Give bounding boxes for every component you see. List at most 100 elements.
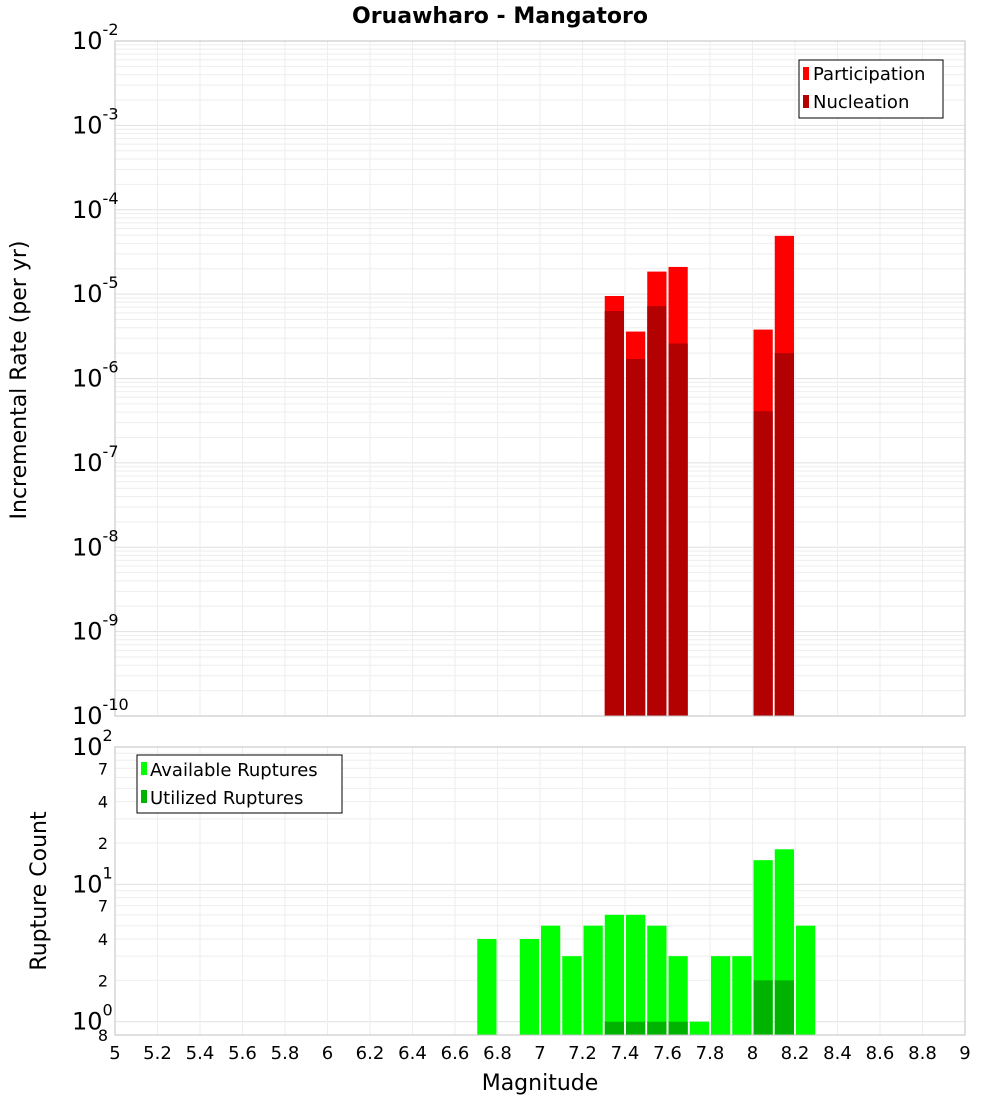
count-grid bbox=[114, 746, 966, 1035]
rate-bars bbox=[604, 235, 794, 716]
rate-y-axis-label: Incremental Rate (per yr) bbox=[7, 241, 32, 520]
rate-y-tick-base: 10 bbox=[72, 533, 103, 561]
available-ruptures-bar bbox=[711, 956, 731, 1035]
available-legend-label: Available Ruptures bbox=[150, 760, 318, 781]
utilized-legend-label: Utilized Ruptures bbox=[150, 788, 303, 809]
rate-y-tick-base: 10 bbox=[72, 27, 103, 55]
rate-plot-frame bbox=[114, 40, 966, 717]
count-y-tick-base: 10 bbox=[72, 733, 103, 761]
x-tick-label: 5.6 bbox=[228, 1043, 257, 1064]
rate-y-tick-exponent: -2 bbox=[103, 20, 119, 39]
rate-grid bbox=[114, 41, 966, 717]
x-tick-label: 7.4 bbox=[611, 1043, 640, 1064]
utilized-legend-swatch bbox=[141, 790, 147, 803]
available-ruptures-bar bbox=[519, 939, 539, 1035]
count-y-tick-minor-label: 4 bbox=[98, 930, 108, 949]
count-y-tick-exponent: 2 bbox=[103, 726, 113, 745]
available-ruptures-bar bbox=[604, 914, 624, 1035]
rate-y-ticks: 10-210-310-410-510-610-710-810-910-10 bbox=[72, 20, 129, 730]
rate-y-tick-base: 10 bbox=[72, 196, 103, 224]
rate-y-tick-label: 10-3 bbox=[72, 104, 119, 139]
participation-legend-label: Participation bbox=[813, 64, 925, 85]
count-y-tick-label: 100 bbox=[72, 1001, 113, 1036]
rate-panel: 10-210-310-410-510-610-710-810-910-10 In… bbox=[7, 20, 966, 730]
nucleation-legend-swatch bbox=[803, 95, 809, 108]
nucleation-bar bbox=[604, 311, 624, 716]
x-tick-label: 7.8 bbox=[696, 1043, 725, 1064]
available-ruptures-bar bbox=[541, 925, 561, 1035]
count-y-tick-label: 102 bbox=[72, 726, 113, 761]
count-y-axis-label: Rupture Count bbox=[27, 811, 52, 971]
rate-y-tick-exponent: -5 bbox=[103, 273, 119, 292]
rate-y-tick-label: 10-5 bbox=[72, 273, 119, 308]
rate-y-tick-base: 10 bbox=[72, 702, 103, 730]
rate-y-tick-label: 10-8 bbox=[72, 526, 119, 561]
rate-y-tick-exponent: -7 bbox=[103, 442, 119, 461]
rate-y-tick-base: 10 bbox=[72, 618, 103, 646]
rate-y-tick-exponent: -8 bbox=[103, 526, 119, 545]
available-ruptures-bar bbox=[668, 956, 688, 1035]
x-tick-label: 6.6 bbox=[441, 1043, 470, 1064]
utilized-ruptures-bar bbox=[604, 1021, 624, 1035]
count-y-tick-minor-label: 7 bbox=[98, 759, 108, 778]
count-y-tick-minor-label: 2 bbox=[98, 971, 108, 990]
rate-y-tick-exponent: -3 bbox=[103, 104, 119, 123]
count-bars bbox=[477, 849, 816, 1035]
x-tick-label: 5.4 bbox=[186, 1043, 215, 1064]
x-axis-label: Magnitude bbox=[482, 1071, 599, 1096]
count-y-tick-minor-label: 2 bbox=[98, 834, 108, 853]
count-y-tick-exponent: 1 bbox=[103, 863, 113, 882]
available-ruptures-bar bbox=[732, 956, 752, 1035]
available-ruptures-bar bbox=[689, 1021, 709, 1035]
chart-title: Oruawharo - Mangatoro bbox=[352, 4, 648, 29]
participation-legend-swatch bbox=[803, 67, 809, 80]
utilized-ruptures-bar bbox=[626, 1021, 646, 1035]
x-tick-label: 8 bbox=[747, 1043, 758, 1064]
rate-legend-box bbox=[798, 59, 944, 119]
utilized-ruptures-bar bbox=[774, 980, 794, 1035]
nucleation-bar bbox=[668, 343, 688, 716]
rate-y-tick-base: 10 bbox=[72, 280, 103, 308]
x-tick-label: 8.6 bbox=[866, 1043, 895, 1064]
rate-y-tick-label: 10-7 bbox=[72, 442, 119, 477]
x-tick-label: 6.4 bbox=[398, 1043, 427, 1064]
count-legend: Available Ruptures Utilized Ruptures bbox=[136, 754, 343, 814]
count-y-tick-minor-label: 4 bbox=[98, 793, 108, 812]
x-tick-label: 8.8 bbox=[908, 1043, 937, 1064]
x-tick-label: 5.8 bbox=[271, 1043, 300, 1064]
utilized-ruptures-bar bbox=[668, 1021, 688, 1035]
rate-y-tick-base: 10 bbox=[72, 449, 103, 477]
x-tick-label: 6.8 bbox=[483, 1043, 512, 1064]
rate-y-tick-exponent: -9 bbox=[103, 611, 119, 630]
count-y-tick-minor-label: 8 bbox=[98, 1026, 108, 1045]
x-tick-label: 7.6 bbox=[653, 1043, 682, 1064]
count-y-tick-label: 101 bbox=[72, 863, 113, 898]
x-tick-label: 7.2 bbox=[568, 1043, 597, 1064]
available-ruptures-bar bbox=[562, 956, 582, 1035]
x-tick-label: 7 bbox=[534, 1043, 545, 1064]
available-ruptures-bar bbox=[477, 939, 497, 1035]
nucleation-bar bbox=[647, 306, 667, 716]
available-ruptures-bar bbox=[647, 925, 667, 1035]
utilized-ruptures-bar bbox=[753, 980, 773, 1035]
rate-y-tick-base: 10 bbox=[72, 111, 103, 139]
rate-y-tick-label: 10-10 bbox=[72, 695, 129, 730]
count-legend-box bbox=[136, 754, 343, 814]
x-tick-label: 5 bbox=[109, 1043, 120, 1064]
rate-y-tick-label: 10-4 bbox=[72, 189, 119, 224]
rate-legend: Participation Nucleation bbox=[798, 59, 944, 119]
count-y-tick-exponent: 0 bbox=[103, 1001, 113, 1020]
available-ruptures-bar bbox=[626, 914, 646, 1035]
nucleation-bar bbox=[774, 353, 794, 716]
nucleation-bar bbox=[753, 411, 773, 716]
x-tick-label: 8.2 bbox=[781, 1043, 810, 1064]
available-ruptures-bar bbox=[583, 925, 603, 1035]
x-tick-label: 8.4 bbox=[823, 1043, 852, 1064]
count-y-tick-base: 10 bbox=[72, 870, 103, 898]
count-plot-frame bbox=[114, 746, 966, 1036]
x-tick-label: 6.2 bbox=[356, 1043, 385, 1064]
nucleation-legend-label: Nucleation bbox=[813, 92, 909, 113]
